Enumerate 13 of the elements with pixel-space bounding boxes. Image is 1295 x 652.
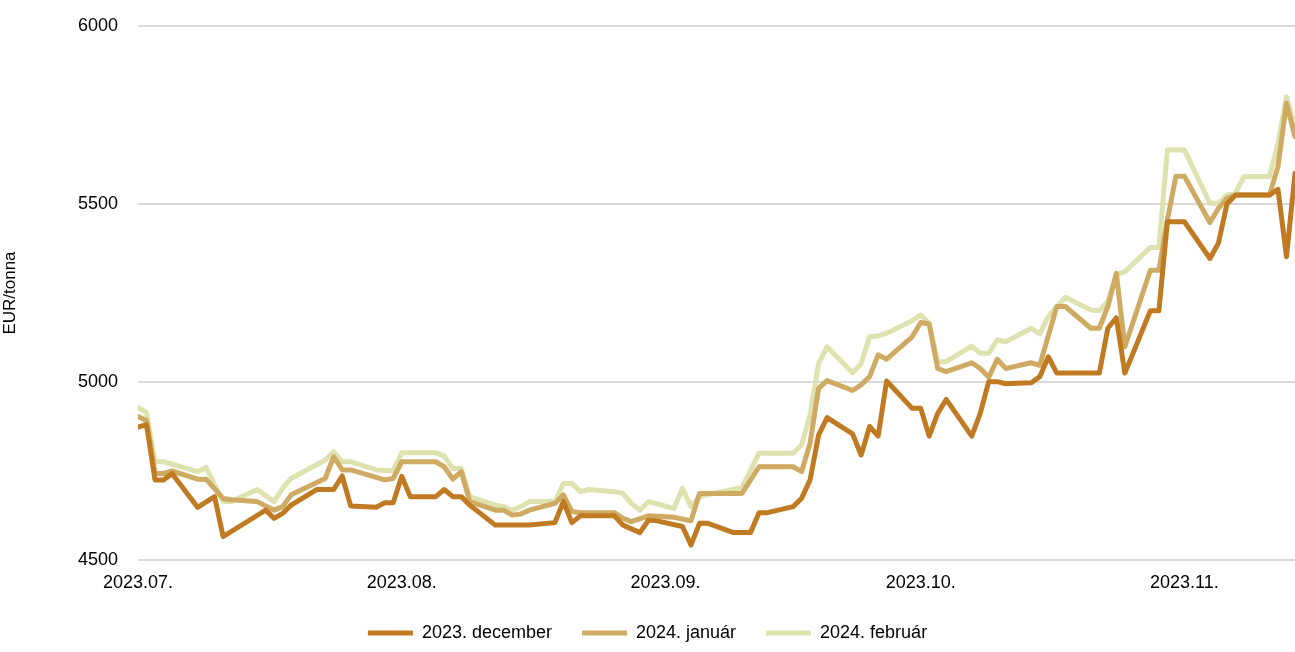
y-tick-label: 5500 xyxy=(77,192,118,213)
x-tick-label: 2023.08. xyxy=(366,571,437,592)
y-tick-label: 5000 xyxy=(77,370,118,391)
x-tick-label: 2023.09. xyxy=(630,571,701,592)
x-tick-label: 2023.11. xyxy=(1150,571,1219,592)
x-tick-label: 2023.07. xyxy=(102,571,174,592)
legend-label: 2024. február xyxy=(820,621,928,642)
y-tick-label: 4500 xyxy=(77,548,118,569)
legend-label: 2023. december xyxy=(421,621,552,642)
x-tick-label: 2023.10. xyxy=(885,571,956,592)
y-tick-label: 6000 xyxy=(77,14,118,35)
legend-label: 2024. január xyxy=(635,621,737,642)
y-axis-title: EUR/tonna xyxy=(0,250,19,335)
